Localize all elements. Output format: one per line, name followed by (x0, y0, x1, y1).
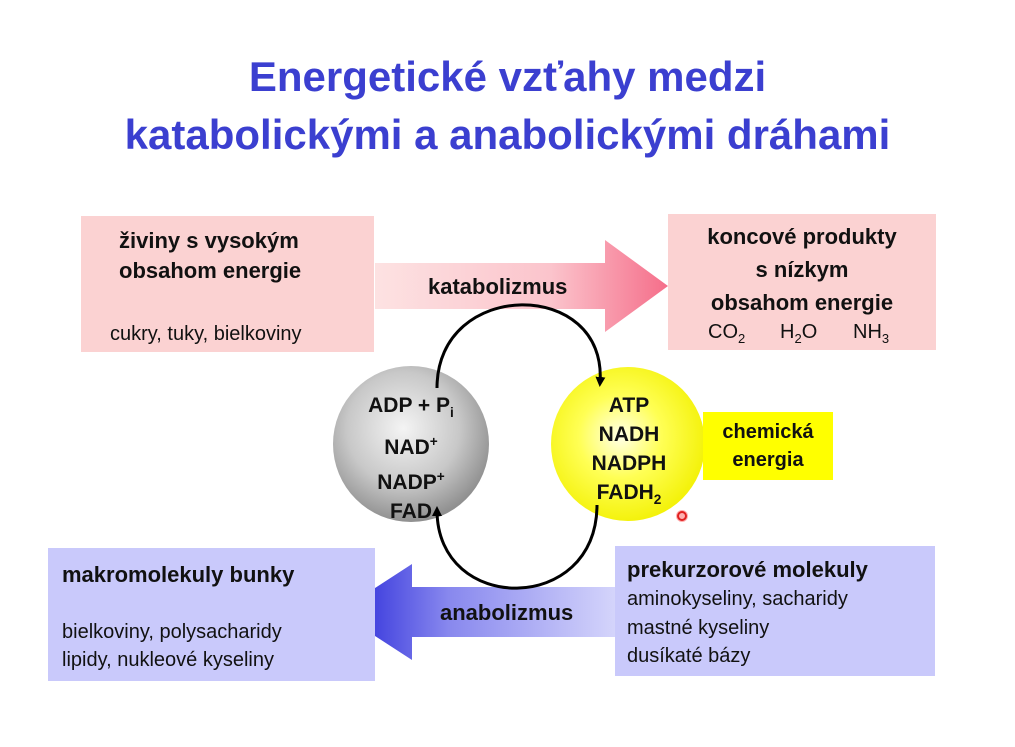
nadph-label: NADPH (591, 452, 667, 475)
fadh2-label: FADH2 (596, 481, 662, 508)
page-title-line1: Energetické vzťahy medzi (248, 53, 767, 100)
precursors-line2: mastné kyseliny (627, 617, 770, 639)
macromolecules-title: makromolekuly bunky (62, 562, 295, 587)
lower-cycle-arrow (432, 504, 599, 590)
end-products-box: koncové produkty s nízkym obsahom energi… (668, 214, 936, 350)
chemical-energy-line1: chemická (722, 421, 814, 443)
fad-label: FAD (390, 500, 432, 524)
chemical-energy-box: chemická energia (703, 412, 833, 480)
end-products-title-line2: s nízkym (755, 257, 849, 282)
macromolecules-line2: lipidy, nukleové kyseliny (62, 649, 274, 671)
nadh-label: NADH (598, 423, 660, 446)
anabolism-arrow (338, 564, 615, 660)
adp-label: ADP + Pi (368, 394, 454, 421)
end-products-title-line1: koncové produkty (707, 224, 897, 249)
nutrients-title-line2: obsahom energie (119, 258, 302, 283)
co2-formula: CO2 (708, 321, 746, 346)
macromolecules-line1: bielkoviny, polysacharidy (62, 621, 282, 643)
nutrients-examples: cukry, tuky, bielkoviny (110, 323, 302, 345)
low-energy-circle (333, 366, 489, 522)
h2o-formula: H2O (780, 321, 818, 346)
nadp-label: NADP+ (377, 469, 445, 495)
pointer-dot-ring (677, 511, 687, 521)
atp-label: ATP (608, 394, 650, 417)
high-energy-circle (551, 367, 705, 521)
macromolecules-box: makromolekuly bunky bielkoviny, polysach… (48, 548, 375, 681)
precursors-title: prekurzorové molekuly (627, 557, 868, 582)
nh3-formula: NH3 (853, 321, 890, 346)
precursors-box: prekurzorové molekuly aminokyseliny, sac… (615, 546, 935, 676)
catabolism-arrow (375, 240, 668, 332)
chemical-energy-line2: energia (732, 449, 804, 471)
nad-label: NAD+ (384, 434, 438, 460)
precursors-line3: dusíkaté bázy (627, 645, 751, 667)
low-energy-carriers: ADP + Pi NAD+ NADP+ FAD (333, 391, 489, 526)
nutrients-title-line1: živiny s vysokým (119, 228, 299, 253)
precursors-line1: aminokyseliny, sacharidy (627, 588, 848, 610)
end-products-title-line3: obsahom energie (710, 290, 894, 315)
catabolism-label: katabolizmus (428, 274, 568, 299)
upper-cycle-arrow (435, 303, 606, 389)
high-energy-carriers: ATP NADH NADPH FADH2 (551, 391, 707, 514)
nutrients-box: živiny s vysokým obsahom energie cukry, … (81, 216, 374, 352)
page-title-line2: katabolickými a anabolickými dráhami (124, 111, 891, 158)
anabolism-label: anabolizmus (440, 600, 574, 625)
